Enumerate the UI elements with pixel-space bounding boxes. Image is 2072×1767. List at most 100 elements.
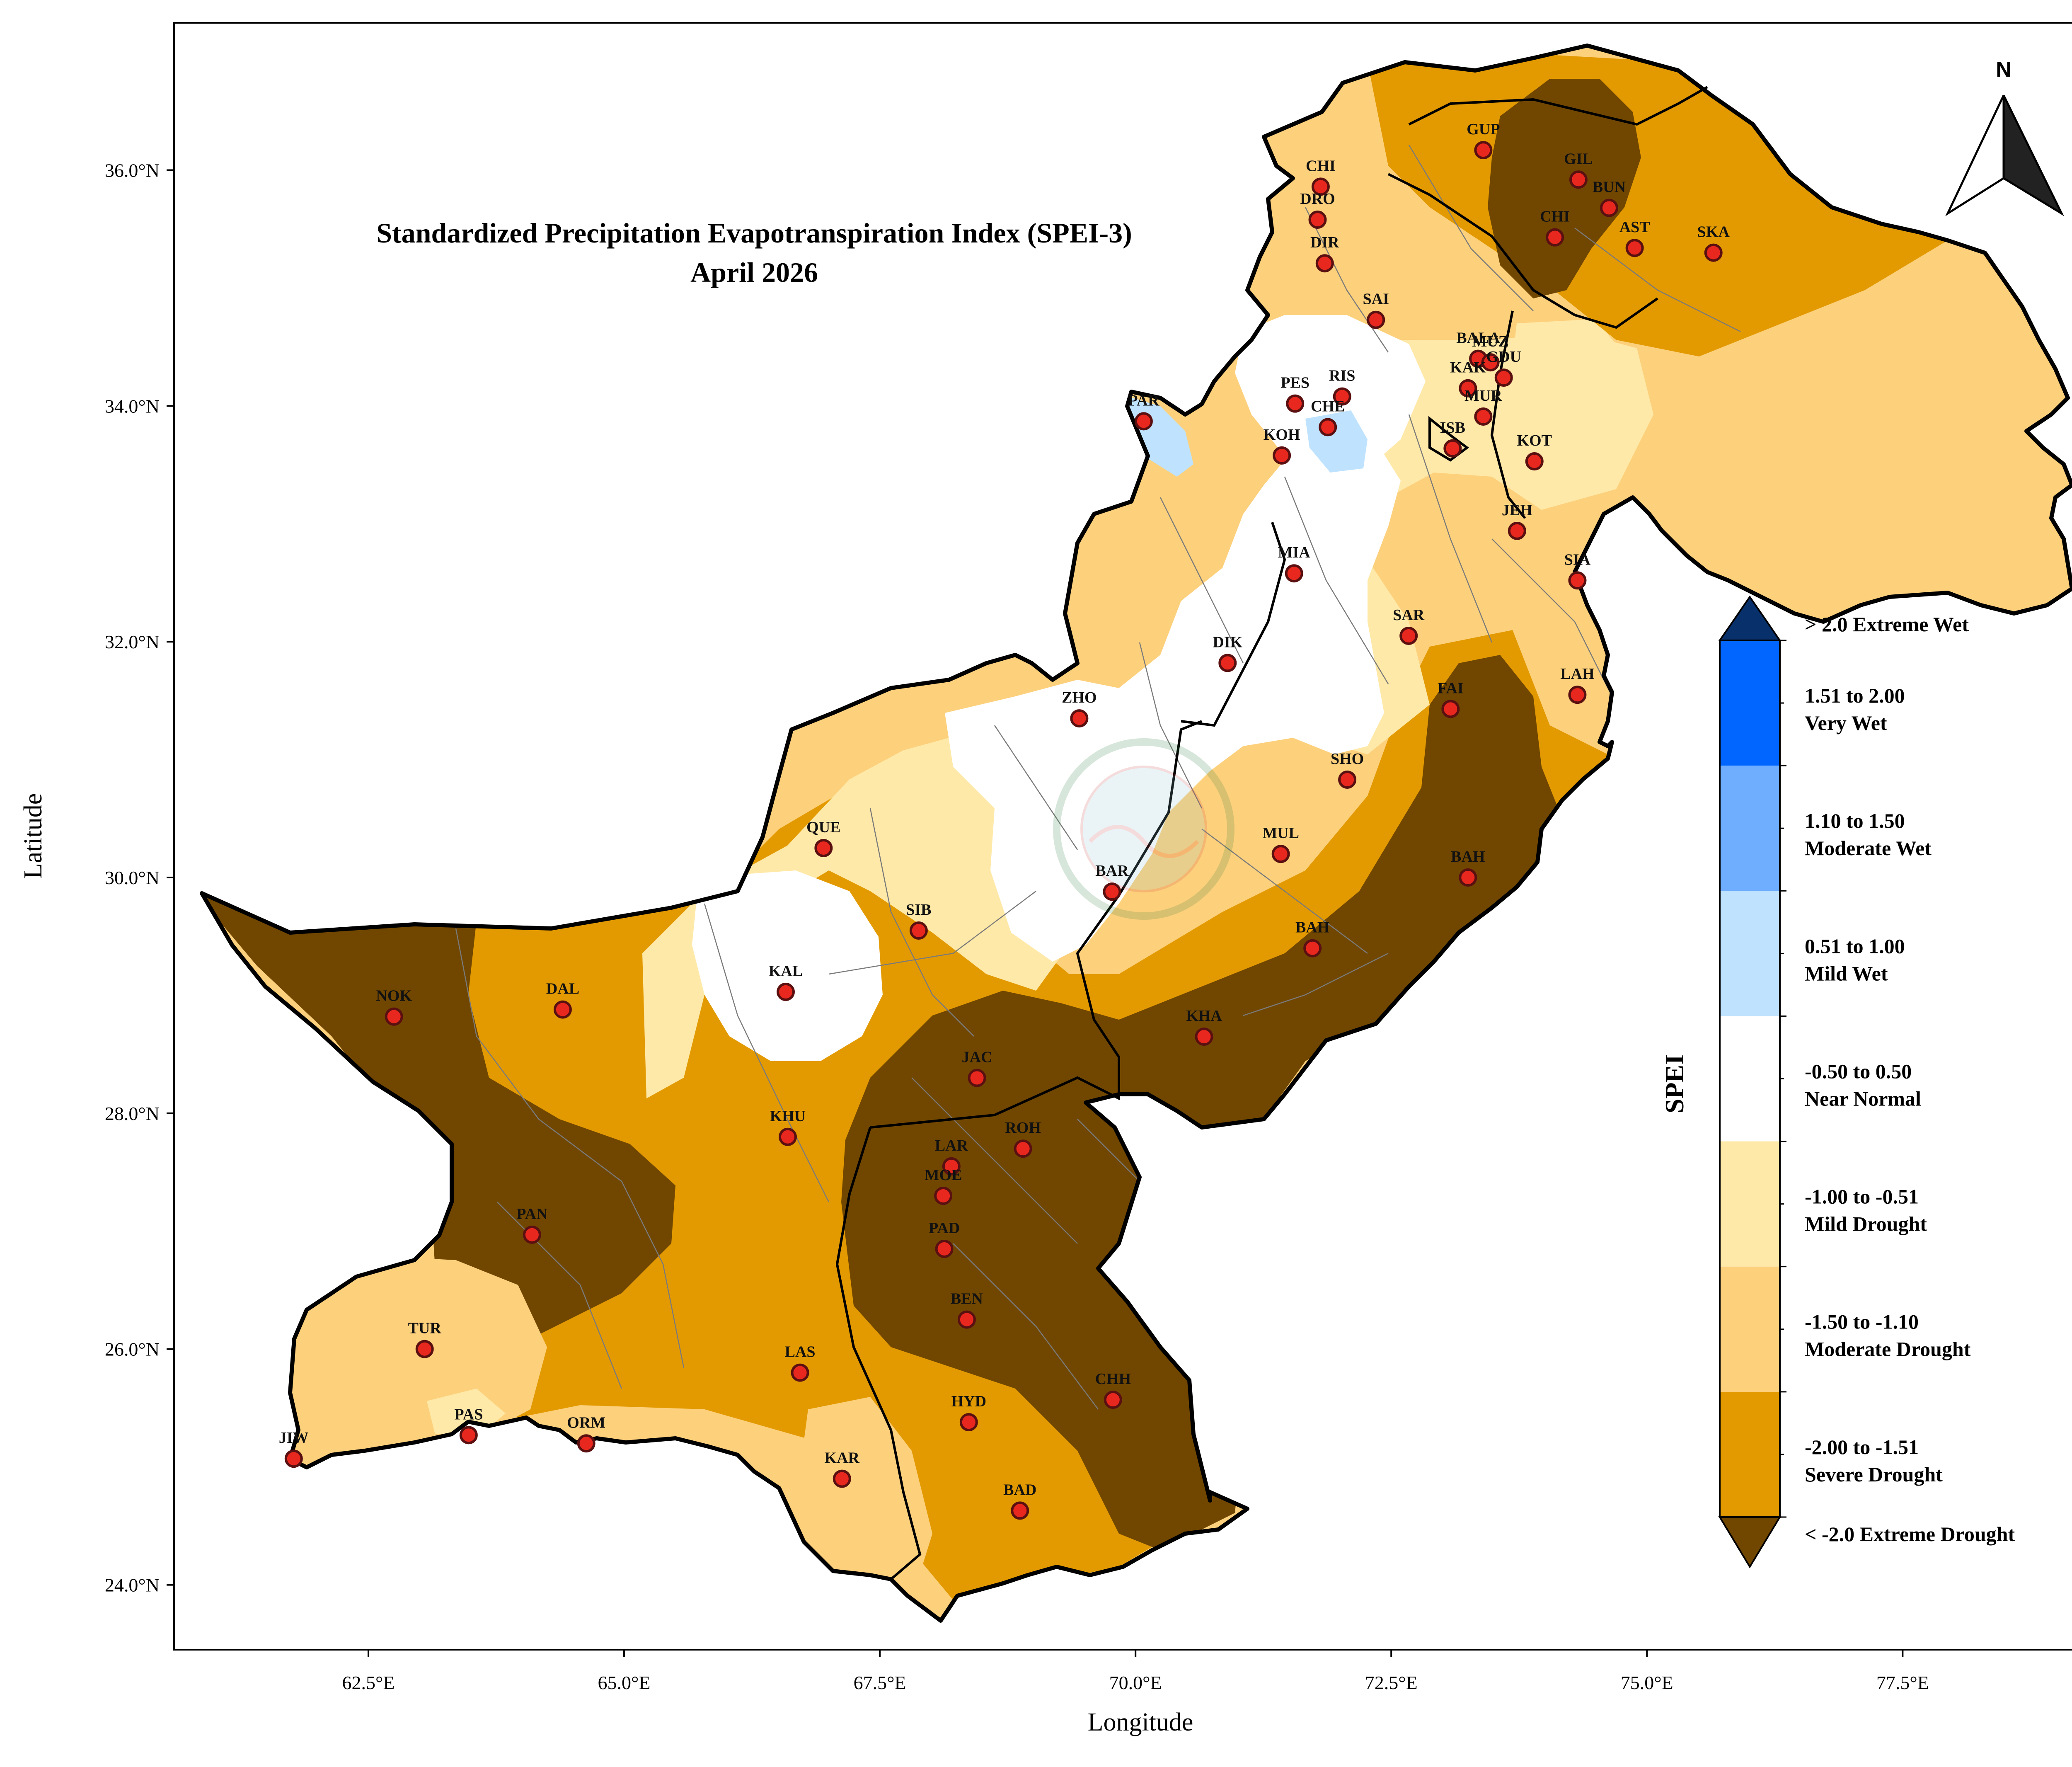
legend-swatch [1720, 640, 1780, 766]
legend-swatch [1720, 1141, 1780, 1267]
station-dot [1134, 412, 1153, 431]
station-dot [1459, 379, 1477, 398]
x-tick-label: 62.5°E [342, 1672, 395, 1693]
station-dot [1285, 564, 1303, 583]
station-label: BEN [951, 1290, 983, 1308]
y-tick-label: 28.0°N [105, 1103, 160, 1124]
station-pan: PAN [516, 1205, 548, 1244]
spei-zone-near-normal-north [1235, 315, 1426, 481]
sindh-punjab-border [835, 1127, 922, 1580]
station-label: AST [1619, 218, 1650, 236]
gb-south-border [1387, 173, 1658, 329]
station-label: KOH [1264, 426, 1300, 444]
y-tick-label: 24.0°N [105, 1575, 160, 1596]
station-jiw: JIW [279, 1429, 309, 1468]
station-dot [1315, 254, 1334, 273]
station-label: HYD [951, 1393, 986, 1410]
station-kak: KAK [1450, 359, 1486, 398]
station-chi: CHI [1540, 208, 1570, 247]
station-label: BUN [1593, 179, 1626, 196]
station-label: DRO [1300, 190, 1335, 208]
north-arrow-right-half [2002, 95, 2065, 216]
station-ris: RIS [1329, 367, 1355, 406]
station-label: NOK [376, 987, 412, 1005]
north-arrow-label: N [1996, 58, 2011, 82]
station-orm: ORM [567, 1414, 605, 1453]
station-bun: BUN [1593, 179, 1626, 217]
station-label: JAC [962, 1049, 992, 1066]
kp-punjab-border [1181, 522, 1286, 727]
station-label: LAH [1560, 665, 1594, 683]
legend-label: 1.51 to 2.00 [1805, 684, 1905, 707]
station-label: PAS [454, 1406, 483, 1423]
station-ast: AST [1619, 218, 1650, 257]
station-label: LAR [935, 1137, 968, 1154]
station-label: ISB [1440, 419, 1465, 436]
station-bah: BAH [1295, 919, 1329, 957]
station-dot [1104, 1391, 1122, 1409]
y-tick-label: 32.0°N [105, 631, 160, 652]
station-label: PES [1280, 374, 1310, 392]
station-label: SHO [1331, 750, 1364, 768]
station-label: SIB [906, 901, 931, 919]
station-dot [577, 1434, 595, 1453]
district-boundaries [290, 145, 1741, 1410]
station-bar: BAR [1095, 862, 1129, 901]
station-dot [1195, 1028, 1213, 1046]
station-dot [1399, 626, 1418, 645]
station-dot [1014, 1139, 1032, 1158]
station-dot [778, 1127, 797, 1146]
station-label: PAR [1128, 392, 1159, 409]
station-kal: KAL [769, 962, 803, 1001]
legend-label-desc: Very Wet [1805, 711, 1887, 734]
station-dot [1319, 418, 1337, 436]
station-label: JEH [1502, 502, 1532, 519]
station-label: BAD [1003, 1481, 1036, 1498]
station-dot [934, 1186, 953, 1205]
station-dal: DAL [546, 980, 579, 1019]
spei-zone-moderate-drought-karachi [800, 1397, 932, 1600]
station-dot [1546, 228, 1564, 247]
legend-label-desc: Near Normal [1805, 1087, 1921, 1110]
station-dot [1525, 452, 1544, 471]
station-label: CHH [1095, 1370, 1131, 1388]
station-dot [1333, 387, 1351, 406]
legend-label: -0.50 to 0.50 [1805, 1059, 1912, 1083]
x-tick-label: 75.0°E [1621, 1672, 1673, 1693]
legend-label-desc: Severe Drought [1805, 1463, 1943, 1486]
station-isb: ISB [1440, 419, 1465, 458]
legend-swatch [1720, 1391, 1780, 1517]
spei-zone-near-normal-kalat [692, 870, 883, 1061]
station-mur: MUR [1464, 387, 1502, 426]
spei-zone-near-normal-central [945, 398, 1401, 962]
legend-label: -2.00 to -1.51 [1805, 1435, 1919, 1459]
spei-zone-mild-drought-pasni [427, 1389, 506, 1434]
station-label: KAL [769, 962, 803, 980]
station-pas: PAS [454, 1406, 483, 1445]
station-kha: KHA [1186, 1007, 1222, 1046]
station-hyd: HYD [951, 1393, 986, 1432]
station-label: KAR [825, 1449, 860, 1467]
station-dot [1474, 407, 1493, 426]
station-dot [935, 1239, 954, 1258]
y-tick-label: 26.0°N [105, 1339, 160, 1360]
station-dot [284, 1449, 303, 1468]
station-dot [1508, 521, 1526, 540]
station-dot [1367, 310, 1385, 329]
station-pad: PAD [929, 1219, 960, 1258]
station-pes: PES [1280, 374, 1310, 413]
station-label: GUP [1467, 121, 1500, 138]
station-dot [1481, 353, 1500, 372]
station-dot [1311, 177, 1330, 196]
province-borders [835, 86, 1708, 1580]
station-dot [1568, 571, 1587, 590]
station-gup: GUP [1467, 121, 1500, 160]
station-sho: SHO [1331, 750, 1364, 789]
x-tick-label: 72.5°E [1365, 1672, 1418, 1693]
station-label: TUR [408, 1320, 442, 1337]
station-dot [1441, 700, 1460, 718]
station-label: BAH [1295, 919, 1329, 936]
station-khu: KHU [770, 1108, 806, 1146]
station-label: BALA [1456, 330, 1500, 347]
